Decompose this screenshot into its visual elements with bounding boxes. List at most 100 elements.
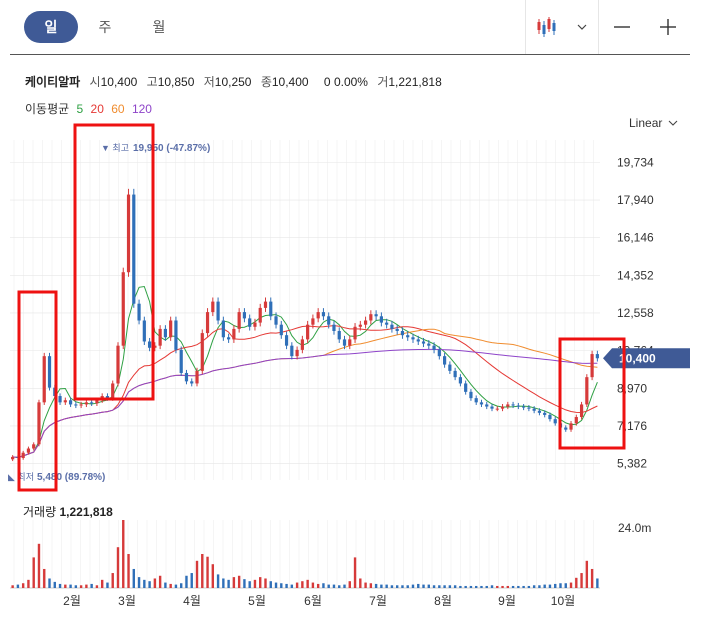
volume-bar [548,584,552,588]
candle-body [406,335,410,338]
volume-bar [27,579,30,588]
x-tick-label: 10월 [551,594,575,608]
tab-weekly[interactable]: 주 [98,19,112,35]
volume-bar [501,585,504,588]
candle-body [553,419,557,424]
volume-bar [74,585,78,588]
candle-body [527,407,531,409]
candle-body [184,372,189,382]
ma-120-line [12,348,598,458]
volume-bar [506,585,510,588]
candle-body [469,391,473,399]
candle-body [569,423,573,430]
candle-body [385,322,389,325]
volume-bar [343,584,346,588]
volume-bar [301,581,304,588]
volume-bar [206,556,209,588]
volume-bar [153,578,157,588]
candle-body [111,383,115,399]
high-value: 10,850 [157,75,195,89]
candle-body [79,404,83,406]
volume-bar [306,579,309,588]
candle-body [522,406,526,408]
candle-body [253,322,257,327]
volume-bar [216,574,220,588]
candle-body [479,402,484,405]
candle-body [290,345,294,357]
candle-body [126,194,131,273]
candle-body [332,324,336,331]
ma-120-label: 120 [131,102,152,116]
candle-body [369,314,373,321]
x-tick-label: 2월 [63,594,81,608]
volume-bar [243,579,246,588]
low-label: 저 [203,75,215,89]
volume-bar [490,585,494,588]
volume-bar [522,585,525,588]
period-tabs: 일 주 월 [24,11,186,43]
grid-lines [10,140,600,589]
volume-label: 거 [377,75,389,89]
volume-bar [327,584,330,588]
zoom-out-button[interactable] [599,0,645,54]
ma-20-label: 20 [90,102,104,116]
candle-body [574,417,578,424]
candle-body [348,339,352,346]
chart-type-button[interactable] [526,0,598,54]
candle-body [274,316,278,325]
candle-body [437,349,441,357]
candle-body [421,341,426,344]
candle-body [248,318,252,327]
volume-bar [554,583,557,588]
volume-bar [459,585,462,588]
candle-body [58,396,62,403]
volume-bar [253,579,257,588]
low-marker-value: 5,480 (89.78%) [37,472,105,483]
quote-summary: 케이티알파 시10,400 고10,850 저10,250 종10,400 0 … [25,73,442,90]
volume-bar [443,585,446,588]
candle-body [68,400,73,405]
candle-body [221,320,225,338]
y-tick-label: 17,940 [617,193,654,207]
volume-bar [232,577,236,588]
candle-body [195,370,199,384]
candle-body [411,337,415,340]
tab-monthly[interactable]: 월 [152,19,166,35]
candle-body [363,320,368,325]
volume-bar [222,578,225,588]
volume-bar [148,581,151,588]
volume-bar [532,585,536,588]
volume-bar [295,582,299,588]
ma-20-line [12,325,598,458]
candle-body [227,337,231,340]
x-tick-label: 5월 [248,594,266,608]
scale-selector[interactable]: Linear [629,116,678,130]
candle-body [485,404,489,407]
candle-body [205,312,210,334]
volume-bar [590,568,594,588]
volume-bar [169,583,172,588]
volume-bars [11,520,599,588]
high-label: 고 [146,75,158,89]
scale-label: Linear [629,116,663,130]
candle-body [442,356,447,365]
volume-bar [311,582,315,588]
x-tick-label: 7월 [369,594,387,608]
volume-bar [511,585,515,588]
candle-body [537,410,542,413]
volume-bar [132,568,135,588]
volume-bar [585,560,589,588]
low-marker-label: ◣ 최저 [8,472,34,482]
volume-bar [48,578,51,588]
candle-body [26,448,31,453]
candle-body [269,301,273,317]
volume-bar [517,585,520,588]
zoom-in-button[interactable] [645,0,691,54]
tab-daily[interactable]: 일 [24,11,78,43]
candle-body [416,339,420,342]
candle-body [506,404,510,407]
volume-bar [596,578,599,588]
candle-body [590,354,594,378]
ma-60-label: 60 [111,102,125,116]
open-label: 시 [89,75,101,89]
